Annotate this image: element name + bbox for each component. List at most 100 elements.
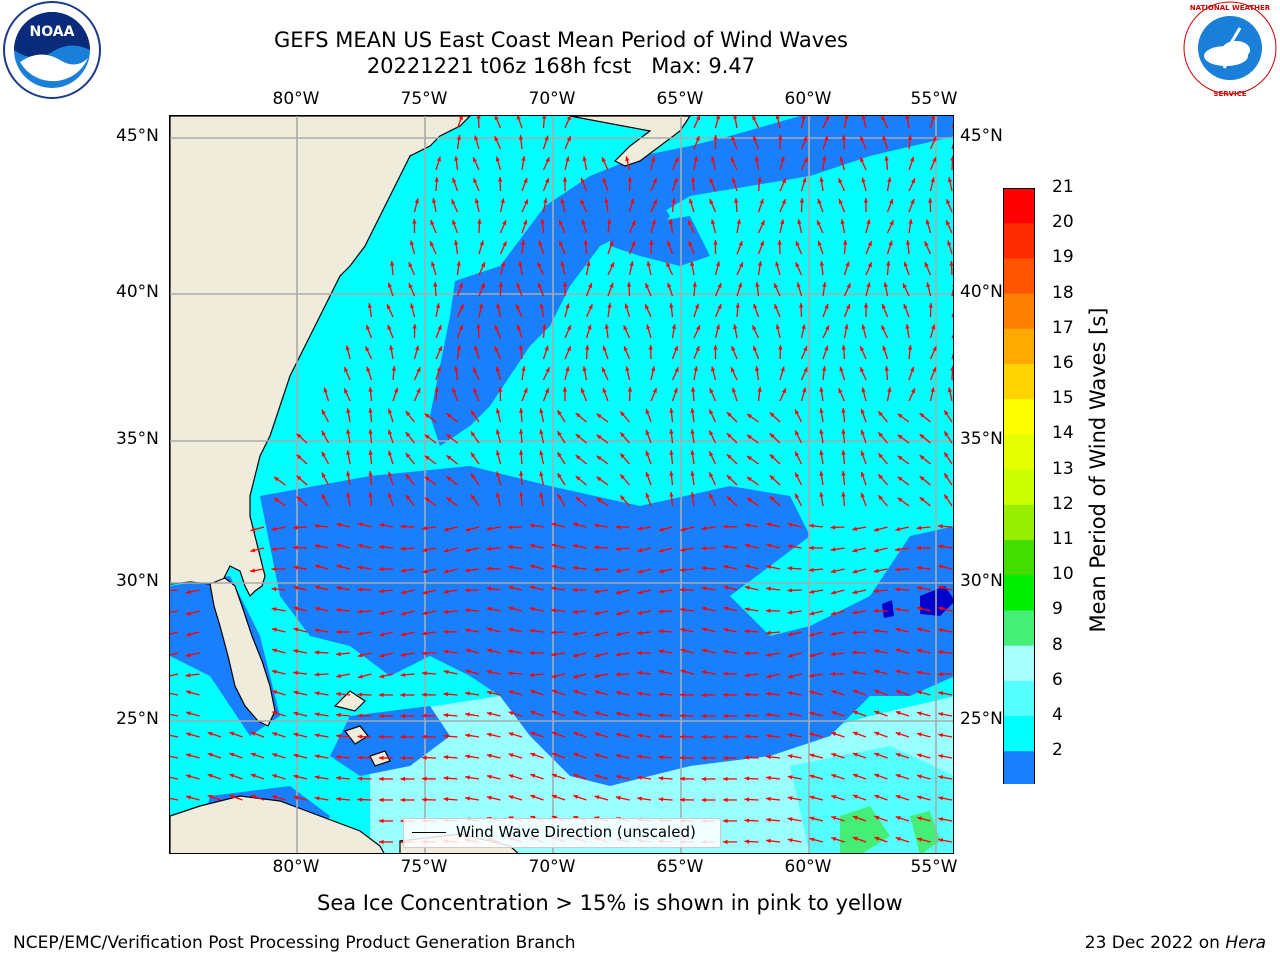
wave-direction-arrowhead [573,773,579,778]
wave-direction-arrowhead [669,450,674,455]
wave-direction-arrowhead [844,116,849,120]
wave-direction-arrowhead [690,261,695,267]
wave-direction-arrowhead [594,632,600,637]
wave-direction-arrowhead [701,776,707,782]
colorbar-segment [1003,504,1035,541]
wave-direction-arrowhead [388,450,393,456]
wave-direction-arrowhead [323,387,328,393]
wave-direction-arrowhead [747,413,752,419]
wave-direction-arrowhead [545,367,550,373]
wave-direction-arrowhead [424,497,430,503]
wave-direction-arrowhead [809,753,815,758]
colorbar-tick-label: 14 [1052,423,1074,444]
wave-direction-arrowhead [368,387,373,392]
wave-direction-arrowhead [693,366,698,372]
wave-direction-arrowhead [645,283,650,289]
wave-direction-arrowhead [436,366,441,372]
wave-direction-arrowhead [400,776,406,782]
wave-direction-arrowhead [830,568,836,574]
wave-direction-arrowhead [572,674,578,679]
wave-direction-arrowhead [778,345,783,350]
wave-direction-arrowhead [874,689,880,694]
wave-direction-arrowhead [884,156,889,161]
wave-direction-arrowhead [572,544,578,549]
wave-direction-arrowhead [775,324,781,330]
wave-direction-arrowhead [787,796,793,801]
wave-direction-arrowhead [274,497,279,503]
wave-direction-arrowhead [520,240,526,245]
wave-direction-arrowhead [486,753,492,758]
wave-direction-arrowhead [726,454,732,459]
wave-direction-arrowhead [747,455,752,461]
wave-direction-arrowhead [314,628,320,633]
wave-direction-arrowhead [594,795,600,800]
wave-direction-arrowhead [388,471,393,477]
wave-direction-arrowhead [443,797,449,802]
wave-direction-arrow [951,334,953,339]
graticule [170,116,953,853]
wave-direction-arrowhead [529,585,535,590]
nws-logo: NATIONAL WEATHER SERVICE [1180,0,1280,100]
colorbar-tick-label: 2 [1052,740,1063,761]
wave-direction-arrowhead [465,733,470,738]
wave-direction-arrowhead [434,177,439,182]
wave-direction-arrowhead [787,754,793,759]
wave-direction-arrowhead [400,692,406,698]
colorbar-segment [1003,751,1035,787]
wave-direction-arrowhead [185,652,191,658]
colorbar-tick-label: 19 [1052,247,1074,268]
wave-direction-arrowhead [916,753,922,758]
wave-direction-arrowhead [508,753,514,758]
wave-direction-arrowhead [769,496,775,502]
wave-direction-arrowhead [726,433,732,438]
wave-direction-arrowhead [650,156,656,162]
wave-direction-arrowhead [470,452,476,458]
wave-direction-arrowhead [780,219,785,225]
wave-direction-arrowhead [701,648,707,653]
wave-direction-arrowhead [861,387,866,393]
wave-direction-arrowhead [250,752,256,757]
wave-direction-arrowhead [874,794,880,799]
wave-direction-arrowhead [566,136,571,142]
wave-direction-arrowhead [594,774,600,779]
wave-direction-arrowhead [867,241,872,247]
wave-direction-arrowhead [637,630,642,636]
wave-direction-arrowhead [658,527,664,532]
wave-direction-arrowhead [817,220,821,226]
wave-direction-arrowhead [863,303,869,308]
wave-direction-arrowhead [803,157,808,163]
wave-direction-arrowhead [895,587,900,592]
wave-direction-arrowhead [881,304,886,309]
wave-direction-arrowhead [486,526,492,531]
wave-direction-arrowhead [926,282,931,288]
wave-direction-arrowhead [667,240,672,246]
wave-direction-arrowhead [747,434,752,440]
wave-direction-arrowhead [838,388,843,394]
wave-direction-arrowhead [710,366,716,372]
wave-direction-arrowhead [797,219,802,225]
wave-direction-arrowhead [658,548,664,553]
wave-direction-arrowhead [882,345,887,351]
wave-direction-arrowhead [274,476,279,482]
wave-direction-arrowhead [405,453,411,458]
wave-direction-arrowhead [723,692,728,698]
wave-direction-arrowhead [710,219,716,225]
wave-direction-arrowhead [769,454,775,460]
wave-direction-arrowhead [781,199,786,205]
wave-direction-arrowhead [916,670,922,675]
wave-direction-arrowhead [443,649,449,654]
wave-direction-arrowhead [887,177,892,183]
wave-direction-arrowhead [431,198,437,204]
wave-direction-arrowhead [424,413,430,419]
wave-direction-arrowhead [539,471,544,477]
wave-direction-arrowhead [878,495,884,501]
wave-direction-arrowhead [916,525,922,531]
lat-label-left-40n: 40°N [116,282,159,302]
wave-direction-arrowhead [895,689,901,695]
wave-direction-arrowhead [629,261,634,267]
wave-direction-arrowhead [470,410,476,416]
wave-direction-arrowhead [651,366,656,372]
wave-direction-arrowhead [787,544,793,549]
wave-direction-arrow [170,713,179,717]
wave-direction-arrowhead [774,283,779,289]
